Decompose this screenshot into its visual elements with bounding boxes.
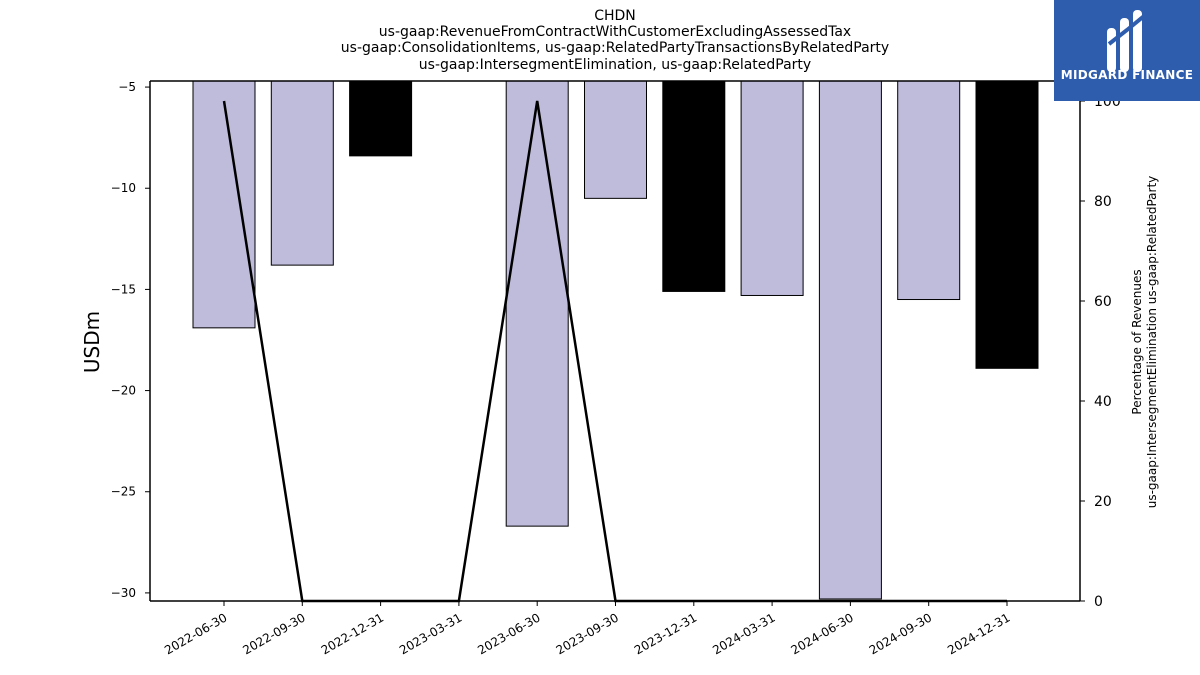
bar-2023-09-30 — [584, 80, 647, 199]
y-tick-label-right: 40 — [1094, 394, 1112, 410]
x-tick-label: 2024-12-31 — [945, 610, 1012, 657]
chart-title-line-1: CHDN — [594, 8, 636, 24]
x-tick-label: 2022-09-30 — [240, 610, 307, 657]
midgard-logo-icon — [1107, 10, 1146, 72]
chart-title-line-2: us-gaap:RevenueFromContractWithCustomerE… — [378, 24, 852, 40]
chart-title-line-4: us-gaap:IntersegmentElimination, us-gaap… — [418, 57, 812, 73]
bar-2022-12-31 — [349, 80, 413, 157]
x-tick-label: 2024-09-30 — [867, 610, 934, 657]
x-tick-label: 2023-06-30 — [475, 610, 542, 657]
logo-text: MIDGARD FINANCE — [1060, 68, 1194, 82]
x-tick-label: 2022-06-30 — [162, 610, 229, 657]
y-tick-label-left: −20 — [111, 384, 136, 398]
x-tick-label: 2024-06-30 — [788, 610, 855, 657]
x-tick-label: 2023-09-30 — [554, 610, 621, 657]
chart-title-line-3: us-gaap:ConsolidationItems, us-gaap:Rela… — [340, 40, 890, 56]
y-axis-label-right-line-1: Percentage of Revenues — [1130, 269, 1144, 414]
x-tick-label: 2023-12-31 — [632, 610, 699, 657]
y-tick-label-right: 20 — [1094, 494, 1112, 510]
bar-2024-12-31 — [975, 80, 1039, 369]
y-tick-label-left: −10 — [111, 181, 136, 195]
y-tick-label-left: −25 — [111, 485, 136, 499]
bar-2023-12-31 — [662, 80, 726, 292]
midgard-finance-logo: MIDGARD FINANCE — [1054, 0, 1200, 101]
y-axis-label-right-line-2: us-gaap:IntersegmentElimination us-gaap:… — [1145, 176, 1159, 509]
y-axis-label-left: USDm — [80, 311, 104, 373]
bars-layer — [192, 80, 1039, 600]
bar-2024-09-30 — [897, 80, 961, 301]
bar-2024-06-30 — [818, 80, 882, 600]
x-tick-label: 2024-03-31 — [710, 610, 777, 657]
x-tick-label: 2023-03-31 — [397, 610, 464, 657]
y-tick-label-right: 0 — [1094, 594, 1103, 610]
y-tick-label-left: −15 — [111, 282, 136, 296]
bar-2023-06-30 — [505, 80, 569, 527]
y-tick-label-right: 80 — [1094, 194, 1112, 210]
y-tick-label-left: −30 — [111, 586, 136, 600]
x-tick-label: 2022-12-31 — [319, 610, 386, 657]
y-tick-label-right: 60 — [1094, 294, 1112, 310]
y-tick-label-left: −5 — [118, 80, 136, 94]
bar-2022-09-30 — [270, 80, 334, 266]
bar-2024-03-31 — [740, 80, 804, 296]
bar-2022-06-30 — [192, 80, 256, 329]
